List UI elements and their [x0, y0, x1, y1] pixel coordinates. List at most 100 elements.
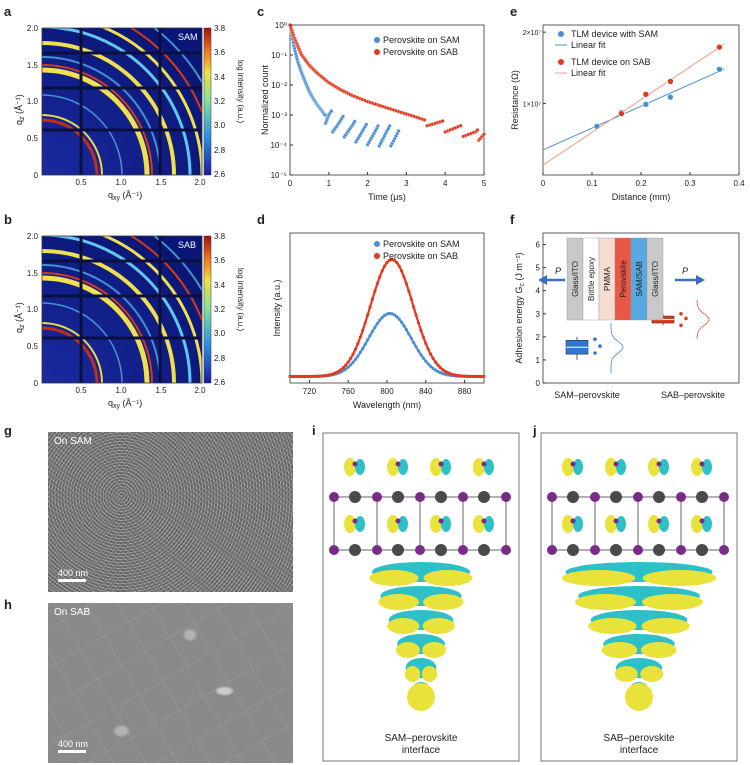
tick-label-c-y: 10⁻²: [271, 81, 287, 90]
tick-label-f-y: 1: [536, 356, 541, 365]
tick-label-c-y: 10⁻⁵: [271, 171, 287, 180]
svg-text:3.6: 3.6: [214, 256, 226, 265]
chart-c-xlabel: Time (μs): [368, 192, 406, 202]
data-point-d-sab: [399, 269, 404, 273]
data-point-d-sab: [419, 328, 423, 332]
gixs-panel-b: SAB 3.8 3.6 3.4 3.2 3.0 2.8 2.6 log inte…: [14, 232, 245, 410]
panel-label-b: b: [4, 212, 12, 227]
legend-label-c-sam: Perovskite on SAM: [383, 35, 460, 45]
legend-label-e-fit1: Linear fit: [571, 40, 606, 50]
force-label-right: P: [682, 266, 688, 276]
tick-label-e-x: 0.1: [586, 179, 598, 188]
tick-label-e-x: 0.4: [733, 179, 745, 188]
tick-label-f-y: 5: [536, 264, 541, 273]
data-point-c-sab: [440, 119, 445, 124]
sem-image-g: On SAM 400 nm: [48, 432, 293, 592]
data-point-f-sab: [679, 311, 683, 316]
chart-f-adhesion: 0 1 2 3 4 5 6 Adhesion energy Gc (J m⁻²) SAM–p…: [514, 232, 740, 400]
panel-label-j: j: [533, 423, 537, 438]
lead-atom: [349, 544, 361, 556]
data-point-d-sam: [416, 349, 421, 353]
gixs-xlabel-b: qxy (Å⁻¹): [108, 398, 142, 410]
chart-d-ylabel: Intensity (a.u.): [272, 279, 282, 336]
charge-lobe-yellow: [421, 666, 438, 682]
data-point-d-sam: [365, 338, 370, 342]
data-point-d-sab: [426, 347, 430, 351]
lead-atom: [435, 491, 447, 503]
charge-lobe-yellow: [605, 458, 617, 476]
gixs-yticks-a: 2.0 1.5 1.0 0.5 0: [27, 24, 39, 180]
svg-text:2.6: 2.6: [214, 170, 226, 179]
data-point-d-sam: [380, 315, 384, 320]
data-point-f-sab: [679, 323, 683, 328]
chart-d-xlabel: Wavelength (nm): [353, 400, 421, 410]
svg-text:0.5: 0.5: [27, 342, 39, 351]
data-point-d-sam: [433, 368, 438, 372]
dft-caption-j: SAB–perovskite interface: [564, 733, 714, 757]
chart-f-ylabel: Adhesion energy Gc (J m⁻²): [514, 252, 526, 363]
chart-c-frame: [289, 24, 485, 176]
violin-curve-f-sab: [696, 299, 710, 340]
lead-atom: [696, 544, 708, 556]
iodine-atom: [613, 461, 619, 467]
data-point-f-sam: [593, 351, 597, 355]
iodine-atom: [458, 545, 468, 555]
legend-label-c-sab: Perovskite on SAB: [383, 47, 458, 57]
lead-atom: [349, 491, 361, 503]
charge-lobe-cyan: [573, 459, 583, 475]
data-point-d-sab: [438, 366, 442, 370]
data-point-d-sam: [353, 357, 358, 361]
data-point-d-sam: [351, 360, 355, 364]
chart-f-frame: [542, 232, 740, 384]
iodine-atom: [570, 461, 576, 467]
gixs-xticks-b: 0.5 1.0 1.5 2.0: [75, 386, 206, 395]
data-point-d-sam: [407, 332, 411, 336]
charge-lobe-yellow: [642, 594, 703, 610]
svg-text:1.5: 1.5: [27, 61, 39, 70]
lead-atom: [696, 491, 708, 503]
svg-text:3.2: 3.2: [214, 305, 226, 314]
iodine-atom: [547, 492, 557, 502]
sem-image-h: On SAB 400 nm: [48, 603, 293, 763]
charge-lobe-yellow: [648, 515, 660, 533]
data-point-d-sab: [356, 341, 360, 346]
svg-text:1.5: 1.5: [155, 386, 167, 395]
data-point-d-sab: [353, 347, 358, 351]
charge-lobe-yellow: [588, 618, 637, 634]
data-point-d-sam: [409, 336, 413, 340]
sem-scale-bar-h: [58, 750, 86, 753]
data-point-e-sam: [667, 93, 674, 101]
data-point-d-sam: [426, 362, 430, 366]
tick-label-c-y: 10⁻¹: [271, 51, 287, 60]
data-point-d-sab: [441, 368, 445, 372]
svg-text:0: 0: [34, 379, 39, 388]
panel-label-a: a: [4, 4, 12, 19]
stack-layer-label-f: Brittle epoxy: [587, 257, 596, 301]
svg-text:2.6: 2.6: [214, 378, 226, 387]
panel-label-e: e: [510, 4, 518, 19]
data-point-d-sab: [443, 369, 447, 373]
legend-label-e-sab: TLM device on SAB: [571, 57, 651, 67]
tick-label-c-x: 0: [288, 179, 293, 188]
tick-label-d-x: 840: [419, 387, 433, 396]
gixs-colorbar-ticks-b: 3.8 3.6 3.4 3.2 3.0 2.8 2.6: [214, 232, 226, 387]
charge-lobe-cyan: [398, 516, 408, 532]
data-point-d-sab: [358, 335, 362, 339]
stack-layer-label-f: SAM/SAB: [635, 261, 644, 297]
data-point-d-sab: [380, 269, 384, 273]
tick-label-d-x: 800: [380, 387, 394, 396]
data-point-c-sam: [364, 122, 369, 127]
chart-d-pl: 720 760 800 840 880 Wavelength (nm) Intensit…: [272, 232, 486, 410]
lead-atom: [435, 544, 447, 556]
data-point-c-sab: [475, 127, 480, 132]
lead-atom: [567, 491, 579, 503]
chart-e-ylabel: Resistance (Ω): [510, 70, 520, 130]
tick-label-c-x: 4: [443, 179, 448, 188]
charge-lobe-yellow: [605, 515, 617, 533]
data-point-d-sam: [397, 317, 401, 321]
iodine-atom: [590, 492, 600, 502]
svg-text:2.8: 2.8: [214, 354, 226, 363]
svg-text:1.0: 1.0: [27, 97, 39, 106]
iodine-atom: [501, 545, 511, 555]
iodine-atom: [699, 461, 705, 467]
